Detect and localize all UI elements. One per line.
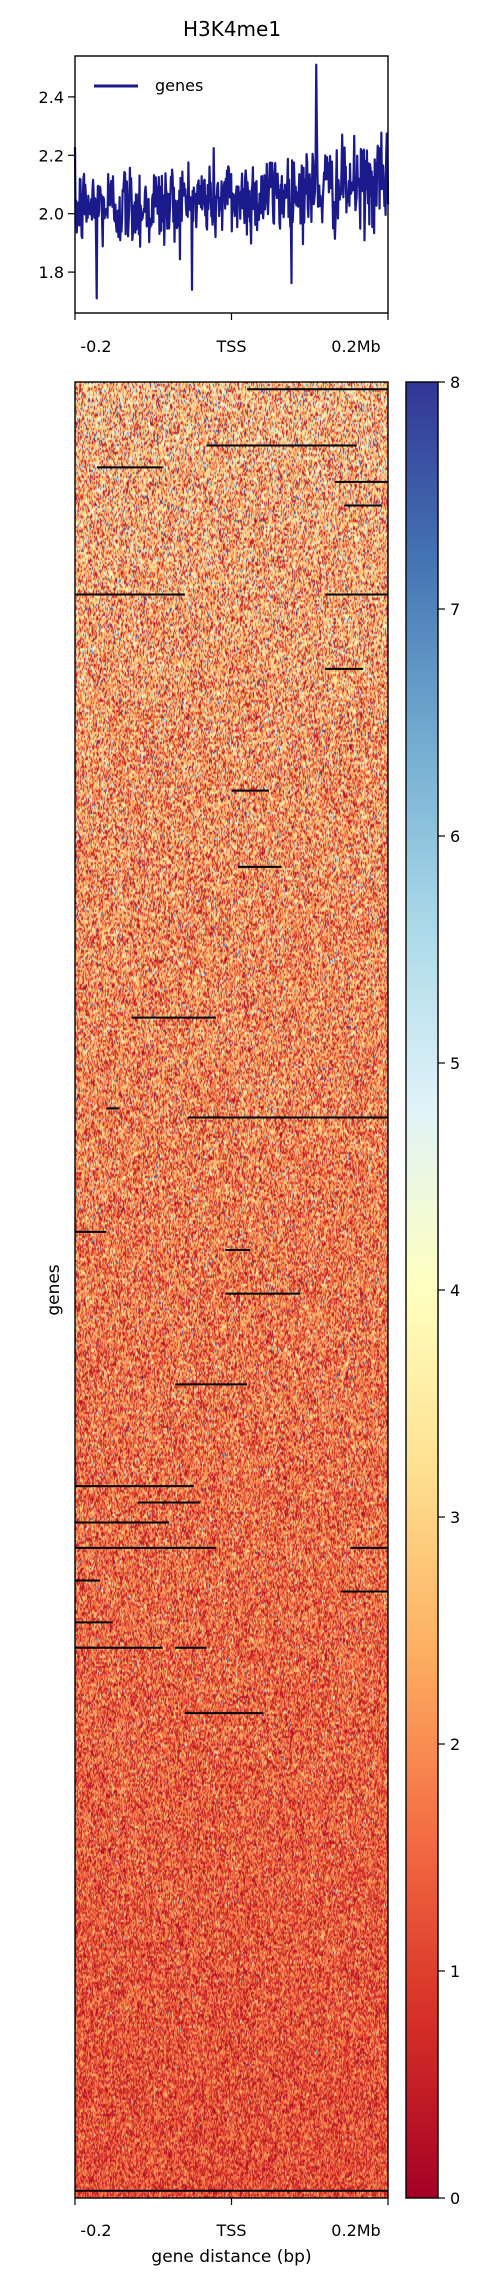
y-tick-label: 2.4 — [39, 88, 64, 107]
heatmap-gap-lines — [75, 388, 388, 2192]
y-tick-label: 1.8 — [39, 263, 64, 282]
colorbar-tick-label: 2 — [450, 1735, 460, 1754]
colorbar-tick-label: 0 — [450, 2189, 460, 2208]
colorbar-ticks: 0 1 2 3 4 5 6 7 8 — [438, 373, 460, 2208]
heatmap-x-tick-label-tss: TSS — [215, 2221, 246, 2240]
colorbar-tick-label: 5 — [450, 1054, 460, 1073]
colorbar-tick-label: 1 — [450, 1962, 460, 1981]
colorbar-tick-label: 3 — [450, 1508, 460, 1527]
colorbar-tick-label: 4 — [450, 1281, 460, 1300]
heatmap-x-tick-label-end: 0.2Mb — [331, 2221, 380, 2240]
x-tick-label-tss: TSS — [215, 337, 246, 356]
y-tick-label: 2.0 — [39, 205, 64, 224]
heatmap-x-tick-label-start: -0.2 — [80, 2221, 111, 2240]
colorbar-tick-label: 7 — [450, 600, 460, 619]
profile-plot: 1.8 2.0 2.2 2.4 -0.2 TSS 0.2Mb genes — [39, 55, 390, 356]
colorbar: 0 1 2 3 4 5 6 7 8 — [405, 373, 460, 2208]
heatmap-image — [75, 382, 388, 2198]
colorbar-gradient — [406, 382, 438, 2198]
profile-x-axis: -0.2 TSS 0.2Mb — [74, 313, 389, 356]
x-tick-label-end: 0.2Mb — [331, 337, 380, 356]
profile-title: H3K4me1 — [183, 17, 281, 41]
y-tick-label: 2.2 — [39, 146, 64, 165]
x-tick-label-start: -0.2 — [80, 337, 111, 356]
legend-label-genes: genes — [155, 76, 203, 95]
heatmap-x-axis: -0.2 TSS 0.2Mb — [74, 2198, 389, 2240]
profile-legend: genes — [94, 76, 203, 95]
heatmap-x-axis-label: gene distance (bp) — [151, 2247, 311, 2267]
heatmap-plot: -0.2 TSS 0.2Mb gene distance (bp) genes — [44, 381, 389, 2267]
colorbar-tick-label: 8 — [450, 373, 460, 392]
heatmap-y-axis-label: genes — [44, 1264, 64, 1315]
profile-y-axis: 1.8 2.0 2.2 2.4 — [39, 88, 75, 282]
colorbar-tick-label: 6 — [450, 827, 460, 846]
profile-line-genes — [73, 63, 390, 300]
